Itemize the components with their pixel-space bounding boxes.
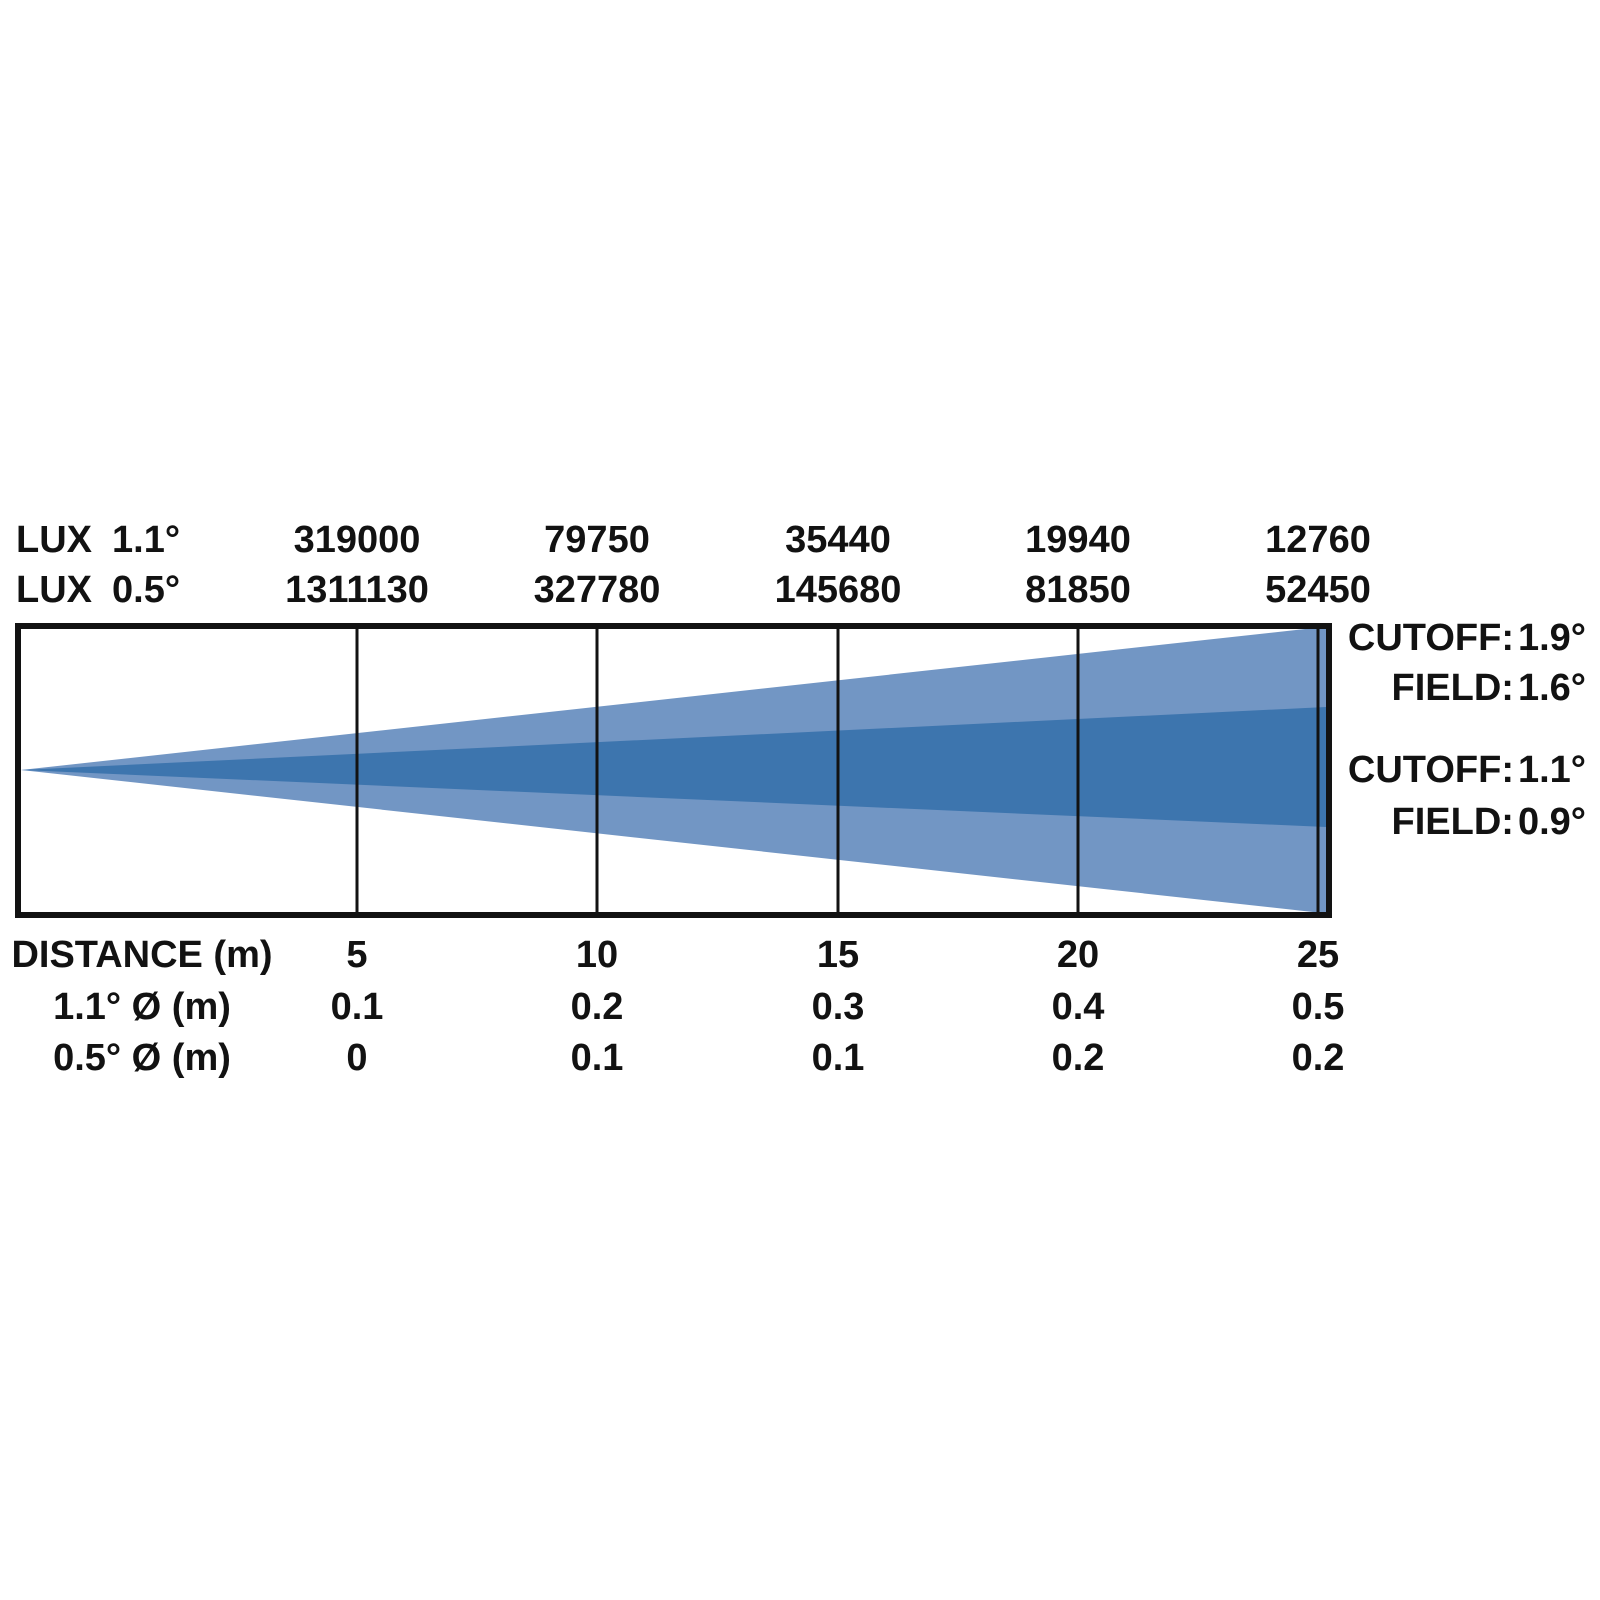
diameter-0-5-value-15m: 0.1 (811, 1037, 865, 1079)
distance-value-10m: 10 (575, 934, 619, 976)
lux-angle-text: 0.5° (112, 569, 181, 611)
distance-value-5m: 5 (346, 934, 368, 976)
distance-value-25m: 25 (1296, 934, 1340, 976)
diameter-0-5-row-label: 0.5° Ø (m) (53, 1037, 231, 1079)
beam-diagram (21, 629, 1326, 912)
diameter-1-1-value-10m: 0.2 (570, 986, 624, 1028)
outer-cutoff-label: CUTOFF: 1.9° (1347, 617, 1586, 659)
lux-1-1-value-15m: 35440 (785, 519, 891, 561)
lux-1-1-value-5m: 319000 (293, 519, 421, 561)
diameter-0-5-value-25m: 0.2 (1291, 1037, 1345, 1079)
lux-0-5-value-25m: 52450 (1265, 569, 1371, 611)
lux-label-text: LUX (16, 569, 92, 611)
distance-row-label: DISTANCE (m) (11, 934, 273, 976)
diameter-0-5-value-10m: 0.1 (570, 1037, 624, 1079)
lux-1-1-value-10m: 79750 (544, 519, 650, 561)
diameter-1-1-value-5m: 0.1 (330, 986, 384, 1028)
beam-diagram-frame (15, 623, 1332, 918)
lux-row-1-label: LUX 1.1° (16, 519, 180, 561)
diameter-1-1-row-label: 1.1° Ø (m) (53, 986, 231, 1028)
lux-1-1-value-20m: 19940 (1025, 519, 1131, 561)
inner-beam-cone (21, 707, 1326, 827)
diameter-0-5-value-20m: 0.2 (1051, 1037, 1105, 1079)
lux-row-2-label: LUX 0.5° (16, 569, 180, 611)
lux-label-text: LUX (16, 519, 92, 561)
outer-field-label: FIELD: 1.6° (1391, 667, 1586, 709)
diameter-1-1-value-20m: 0.4 (1051, 986, 1105, 1028)
lux-0-5-value-10m: 327780 (533, 569, 661, 611)
diameter-0-5-value-5m: 0 (346, 1037, 368, 1079)
distance-value-20m: 20 (1056, 934, 1100, 976)
inner-cutoff-label: CUTOFF: 1.1° (1347, 749, 1586, 791)
inner-field-label: FIELD: 0.9° (1391, 801, 1586, 843)
lux-1-1-value-25m: 12760 (1265, 519, 1371, 561)
lux-angle-text: 1.1° (112, 519, 181, 561)
diameter-1-1-value-15m: 0.3 (811, 986, 865, 1028)
lux-0-5-value-5m: 1311130 (285, 569, 429, 611)
lux-0-5-value-15m: 145680 (774, 569, 902, 611)
diameter-1-1-value-25m: 0.5 (1291, 986, 1345, 1028)
distance-value-15m: 15 (816, 934, 860, 976)
lux-0-5-value-20m: 81850 (1025, 569, 1131, 611)
